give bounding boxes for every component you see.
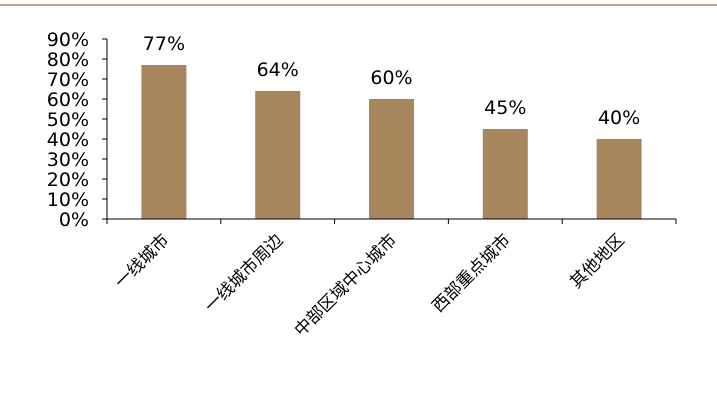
y-tick-label: 10% <box>47 189 89 211</box>
y-tick-label: 30% <box>47 149 89 171</box>
y-tick-label: 60% <box>47 89 89 111</box>
category-label: 一线城市周边 <box>201 230 287 316</box>
category-label: 一线城市 <box>111 230 173 292</box>
y-tick-label: 80% <box>47 49 89 71</box>
category-labels: 一线城市 一线城市周边 中部区域中心城市 西部重点城市 其他地区 <box>111 230 628 340</box>
category-label: 中部区域中心城市 <box>291 230 401 340</box>
data-label: 60% <box>370 67 412 89</box>
bar <box>482 129 528 219</box>
category-label: 西部重点城市 <box>429 230 515 316</box>
bar <box>369 99 414 219</box>
bar <box>596 139 642 219</box>
data-label: 77% <box>143 33 185 55</box>
category-label: 其他地区 <box>566 230 628 292</box>
data-label: 64% <box>257 59 299 81</box>
bar <box>141 65 187 219</box>
data-labels: 77% 64% 60% 45% 40% <box>143 33 640 129</box>
y-tick-label: 40% <box>47 129 89 151</box>
y-axis-ticks: 0%10%20%30%40%50%60%70%80%90% <box>47 29 107 231</box>
y-tick-label: 20% <box>47 169 89 191</box>
data-label: 45% <box>484 97 526 119</box>
x-axis <box>106 218 677 224</box>
bar <box>255 91 301 219</box>
bars <box>141 65 642 219</box>
y-tick-label: 0% <box>59 209 89 231</box>
y-tick-label: 50% <box>47 109 89 131</box>
data-label: 40% <box>598 107 640 129</box>
y-tick-label: 70% <box>47 69 89 91</box>
y-tick-label: 90% <box>47 29 89 51</box>
